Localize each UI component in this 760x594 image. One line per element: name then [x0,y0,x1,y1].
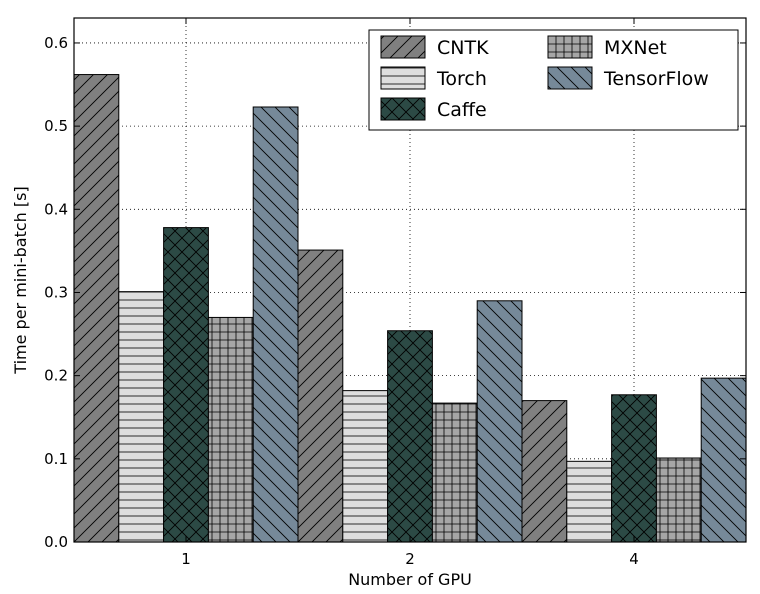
legend-item-mxnet: MXNet [547,35,667,59]
bar-mxnet-2 [431,402,478,543]
legend: CNTK Torch Caffe MXNet TensorFlow [368,29,739,131]
legend-swatch [380,97,426,121]
bar-hatch [476,300,523,543]
bar-torch-4 [566,460,613,543]
bar-hatch [700,377,747,543]
x-tick-label: 2 [405,550,415,568]
x-tick-label: 4 [629,550,639,568]
bar-hatch [521,400,568,543]
bar-tensorflow-2 [476,300,523,543]
bar-hatch [207,316,254,543]
legend-swatch [380,35,426,59]
bar-hatch [655,457,702,543]
y-tick-label: 0.4 [44,200,68,218]
legend-item-torch: Torch [380,66,487,90]
y-tick-label: 0.5 [44,117,68,135]
x-axis-label: Number of GPU [348,570,472,589]
bar-cntk-4 [521,400,568,543]
legend-label: CNTK [437,37,489,59]
bar-hatch [431,402,478,543]
x-axis: 1 2 4 [181,18,639,568]
bar-hatch [252,106,299,543]
legend-item-caffe: Caffe [380,97,487,121]
bar-torch-2 [342,390,389,543]
bar-tensorflow-4 [700,377,747,543]
y-axis: 0.0 0.1 0.2 0.3 0.4 0.5 0.6 [44,34,746,551]
y-tick-label: 0.2 [44,367,68,385]
y-tick-label: 0.0 [44,533,68,551]
bar-hatch [163,227,209,543]
bar-hatch [297,249,344,543]
x-tick-label: 1 [181,550,191,568]
bar-caffe-1 [163,227,209,543]
bar-tensorflow-1 [252,106,299,543]
legend-label: TensorFlow [603,68,709,90]
bar-mxnet-1 [207,316,254,543]
bar-torch-1 [118,291,165,543]
y-tick-label: 0.3 [44,283,68,301]
y-tick-label: 0.1 [44,450,68,468]
bar-hatch [118,291,165,543]
legend-swatch [380,66,426,90]
legend-swatch [547,35,593,59]
bars [73,74,747,543]
bar-hatch [611,394,657,543]
bar-mxnet-4 [655,457,702,543]
bar-hatch [566,460,613,543]
legend-label: Caffe [437,99,487,121]
bar-cntk-2 [297,249,344,543]
legend-item-tensorflow: TensorFlow [547,66,709,90]
bar-hatch [73,74,120,543]
bar-cntk-1 [73,74,120,543]
y-tick-label: 0.6 [44,34,68,52]
bar-caffe-4 [611,394,657,543]
bar-caffe-2 [387,330,433,543]
bar-hatch [342,390,389,543]
legend-swatch [547,66,593,90]
legend-item-cntk: CNTK [380,35,489,59]
legend-label: Torch [436,68,487,90]
y-axis-label: Time per mini-batch [s] [11,186,30,374]
legend-label: MXNet [604,37,667,59]
bar-hatch [387,330,433,543]
